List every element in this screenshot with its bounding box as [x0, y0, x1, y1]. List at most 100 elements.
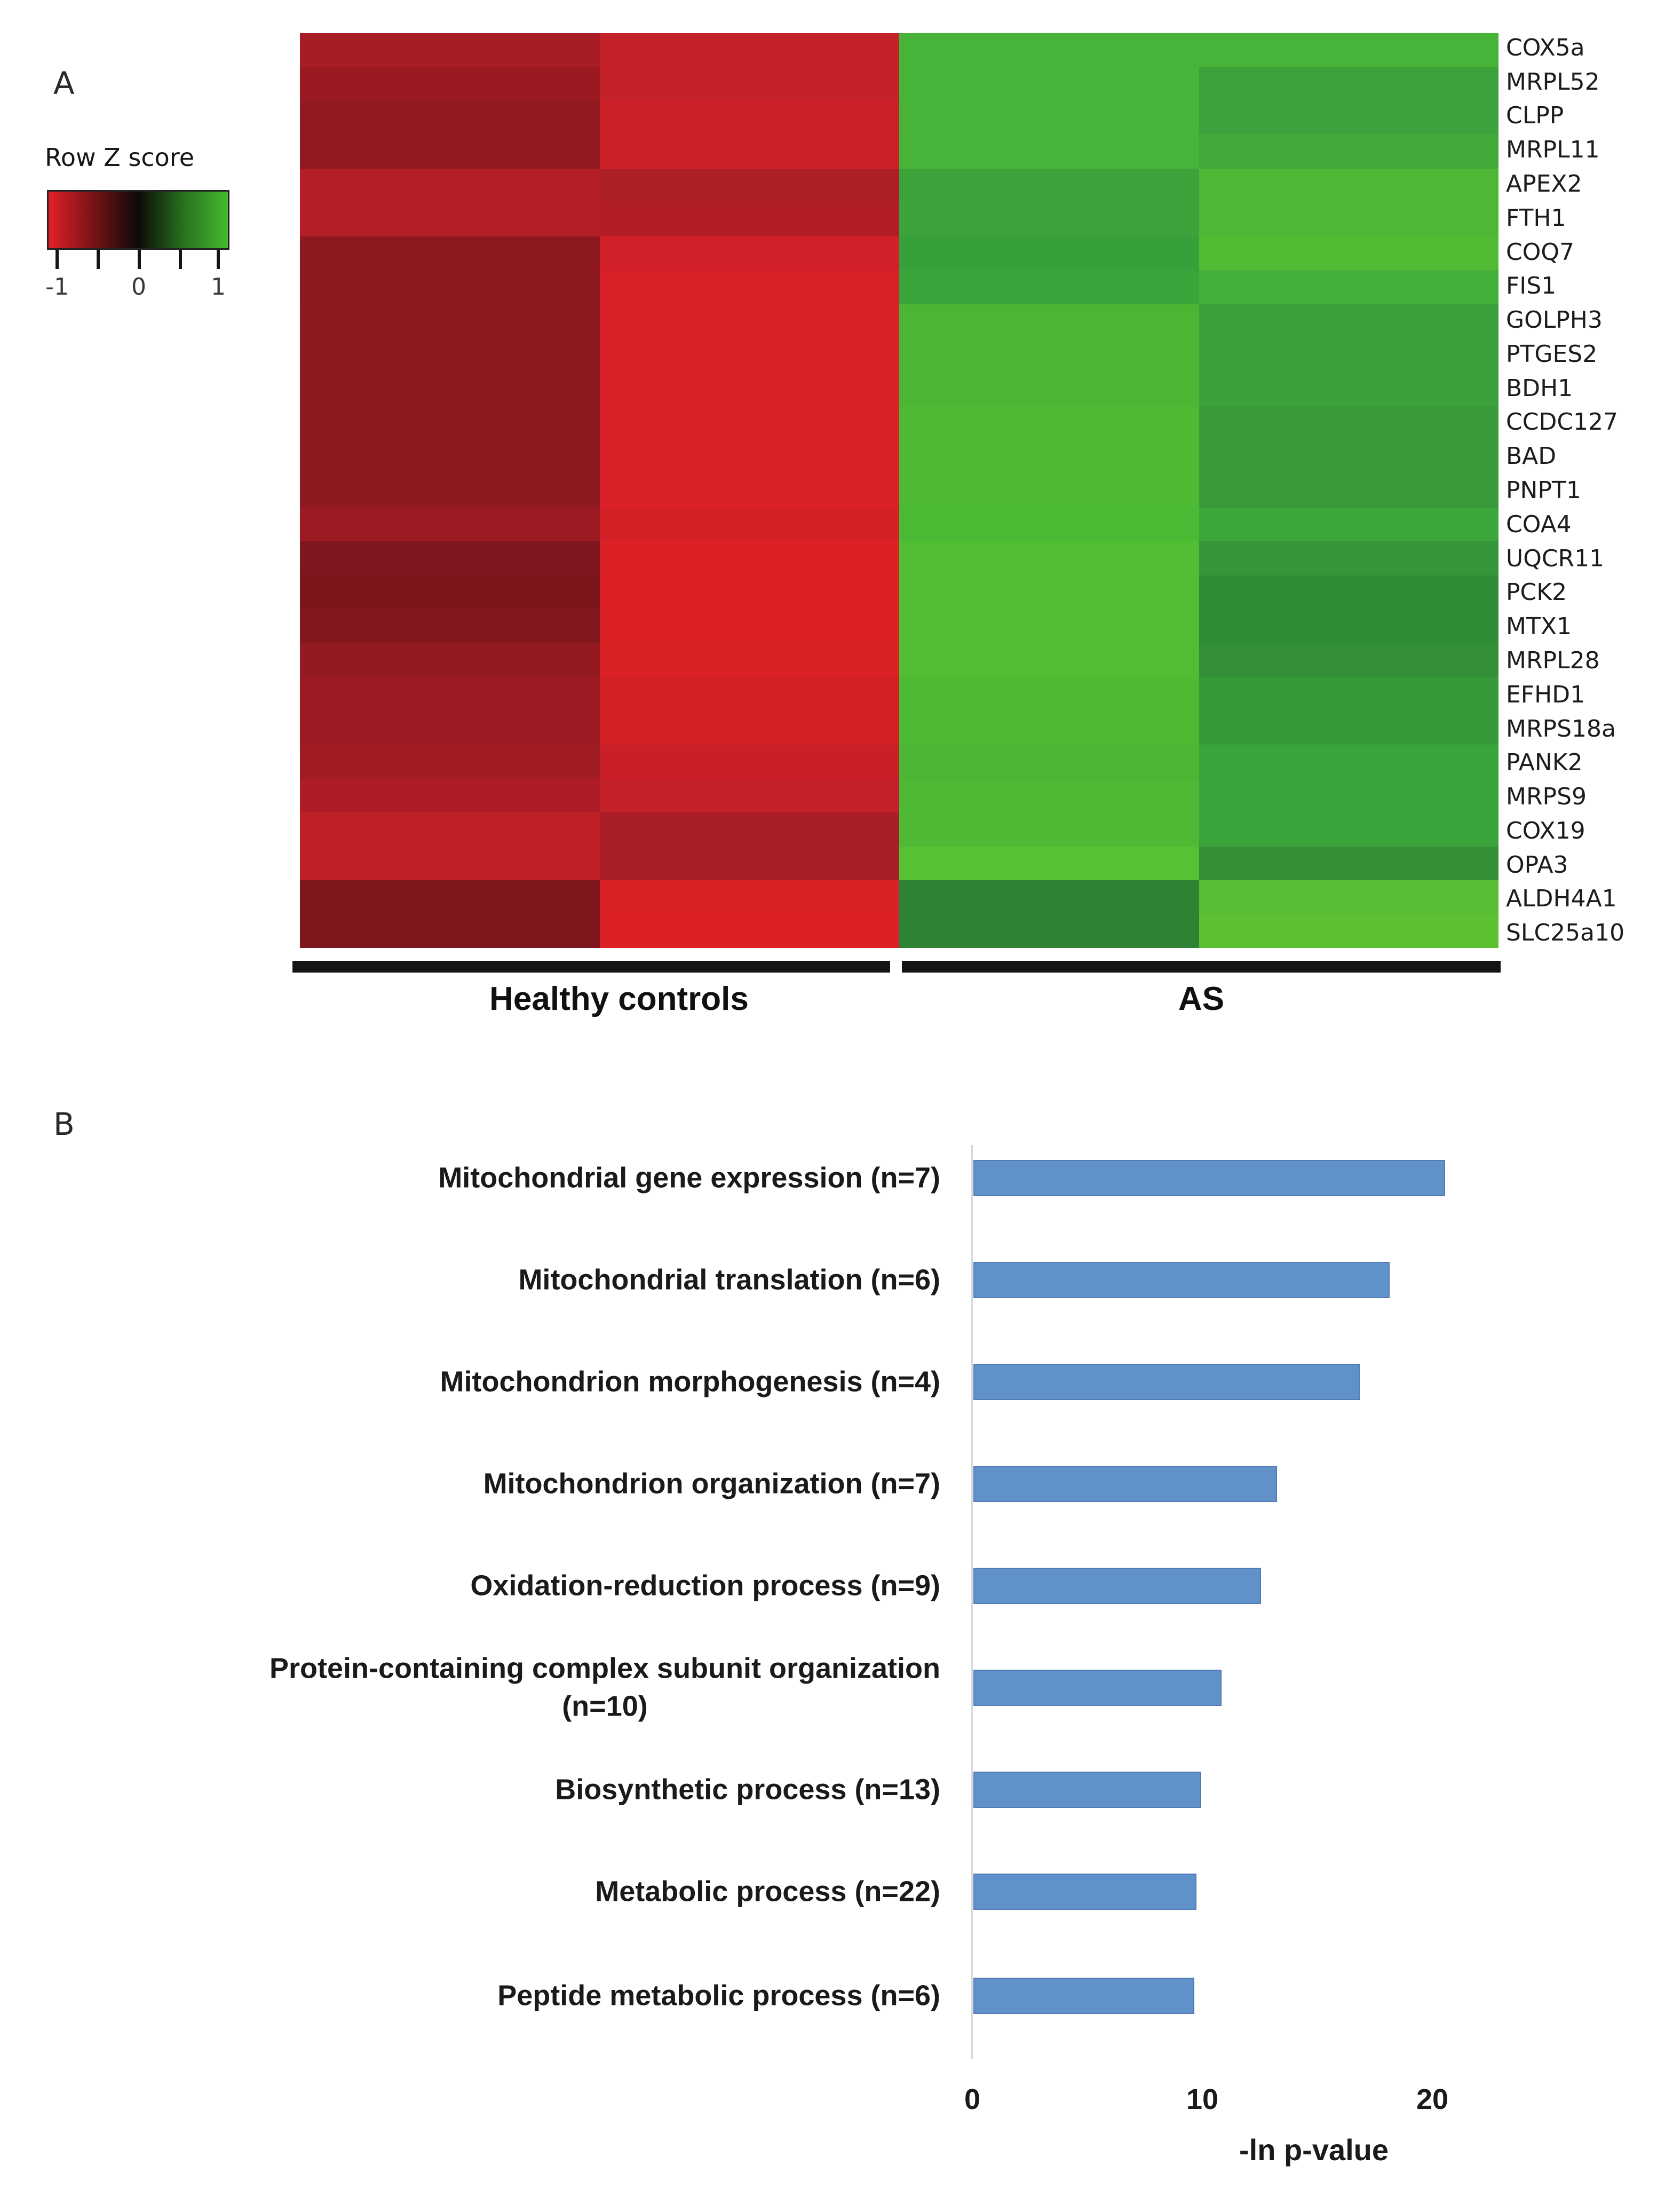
heatmap-cell — [599, 439, 899, 474]
heatmap-cell — [599, 406, 899, 440]
heatmap-cell — [899, 236, 1199, 271]
colorbar-tick-label: 0 — [131, 273, 146, 301]
heatmap-cell — [1199, 202, 1498, 236]
gene-label: MRPL28 — [1506, 646, 1600, 674]
gene-label: MRPL52 — [1506, 68, 1600, 96]
heatmap-cell — [300, 609, 600, 643]
heatmap-cell — [899, 914, 1199, 949]
heatmap-cell — [899, 677, 1199, 711]
bar — [973, 1364, 1360, 1400]
heatmap-cell — [899, 745, 1199, 779]
bar-category-label: Mitochondrion organization (n=7) — [483, 1467, 940, 1500]
colorbar-tick-label: -1 — [45, 273, 69, 301]
heatmap-cell — [1199, 541, 1498, 575]
heatmap-cell — [300, 168, 600, 203]
bar-category-label: Peptide metabolic process (n=6) — [497, 1979, 940, 2012]
heatmap-cell — [1199, 575, 1498, 610]
colorbar-tick — [56, 250, 59, 269]
heatmap-row — [300, 372, 1498, 406]
heatmap-cell — [300, 135, 600, 169]
heatmap-cell — [1199, 677, 1498, 711]
heatmap-cell — [300, 473, 600, 508]
heatmap-row — [300, 643, 1498, 677]
heatmap-cell — [899, 778, 1199, 813]
gene-label: BDH1 — [1506, 374, 1573, 402]
x-tick-label: 10 — [1186, 2083, 1219, 2115]
heatmap-cell — [599, 507, 899, 542]
bar — [973, 1978, 1194, 2014]
heatmap-cell — [899, 338, 1199, 372]
heatmap-cell — [599, 270, 899, 304]
heatmap-cell — [899, 507, 1199, 542]
heatmap-cell — [599, 643, 899, 677]
heatmap-cell — [1199, 270, 1498, 304]
heatmap-cell — [300, 914, 600, 949]
bar-chart-y-axis-line — [971, 1145, 973, 2059]
heatmap-row — [300, 609, 1498, 643]
heatmap-cell — [599, 100, 899, 135]
heatmap-row — [300, 135, 1498, 169]
heatmap-cell — [300, 677, 600, 711]
heatmap-cell — [1199, 880, 1498, 914]
heatmap-cell — [300, 846, 600, 881]
heatmap-row — [300, 338, 1498, 372]
panel-a-label: A — [53, 65, 75, 101]
heatmap-cell — [599, 372, 899, 406]
heatmap-cell — [599, 135, 899, 169]
heatmap-cell — [300, 236, 600, 271]
gene-label: UQCR11 — [1506, 544, 1605, 572]
heatmap-cell — [300, 439, 600, 474]
heatmap-cell — [1199, 473, 1498, 508]
heatmap-cell — [1199, 710, 1498, 745]
heatmap-cell — [899, 100, 1199, 135]
heatmap-row — [300, 270, 1498, 304]
bar — [973, 1670, 1222, 1706]
gene-label: APEX2 — [1506, 170, 1582, 198]
heatmap-cell — [599, 880, 899, 914]
heatmap-cell — [300, 812, 600, 847]
gene-label: OPA3 — [1506, 851, 1568, 879]
heatmap-cell — [899, 812, 1199, 847]
heatmap-cell — [599, 33, 899, 67]
gene-label: FTH1 — [1506, 204, 1566, 232]
bar — [973, 1874, 1196, 1910]
gene-label: PCK2 — [1506, 579, 1567, 606]
heatmap-row — [300, 541, 1498, 575]
heatmap-cell — [1199, 100, 1498, 135]
gene-label: COX5a — [1506, 34, 1585, 61]
heatmap-cell — [899, 270, 1199, 304]
heatmap-cell — [1199, 778, 1498, 813]
heatmap-cell — [300, 745, 600, 779]
heatmap-cell — [1199, 609, 1498, 643]
bar — [973, 1568, 1261, 1604]
heatmap-cell — [899, 609, 1199, 643]
heatmap-cell — [599, 236, 899, 271]
bar — [973, 1466, 1277, 1502]
heatmap-row — [300, 778, 1498, 813]
gene-label: SLC25a10 — [1506, 919, 1625, 947]
heatmap-cell — [300, 406, 600, 440]
heatmap-cell — [300, 575, 600, 610]
heatmap-row — [300, 33, 1498, 67]
heatmap-row — [300, 67, 1498, 101]
heatmap-cell — [599, 846, 899, 881]
gene-label: FIS1 — [1506, 272, 1557, 300]
heatmap-row — [300, 914, 1498, 949]
heatmap-cell — [1199, 406, 1498, 440]
gene-label: BAD — [1506, 443, 1557, 470]
heatmap-cell — [1199, 236, 1498, 271]
heatmap-cell — [599, 338, 899, 372]
gene-label-column: COX5a MRPL52 CLPP MRPL11 APEX2 FTH1 COQ7 FIS1 GO… — [1506, 31, 1624, 950]
heatmap-cell — [1199, 67, 1498, 101]
heatmap-cell — [899, 880, 1199, 914]
heatmap-cell — [1199, 643, 1498, 677]
group-underline-healthy-controls — [292, 961, 890, 973]
heatmap-cell — [899, 168, 1199, 203]
heatmap-row — [300, 100, 1498, 135]
heatmap-cell — [599, 710, 899, 745]
heatmap-row — [300, 406, 1498, 440]
panel-b-label: B — [53, 1106, 75, 1142]
gene-label: MRPS9 — [1506, 783, 1587, 811]
heatmap-cell — [300, 270, 600, 304]
